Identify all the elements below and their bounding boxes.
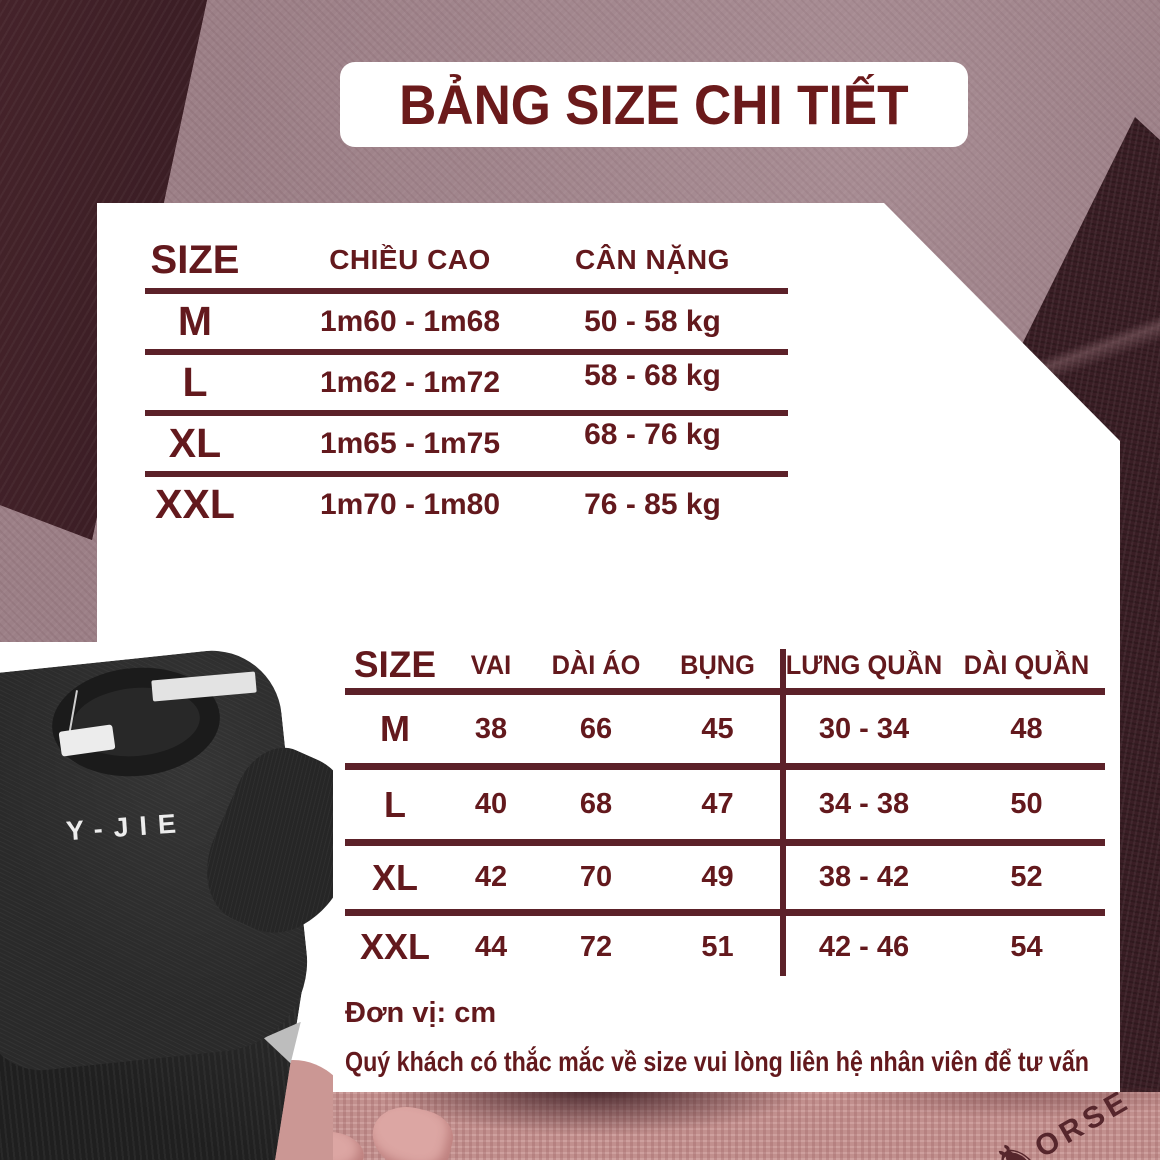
belly-cell: 45 bbox=[701, 712, 734, 745]
height-cell: 1m60 - 1m68 bbox=[319, 304, 501, 338]
header-cell-pants-length: DÀI QUẦN bbox=[963, 649, 1090, 680]
weight-cell: 68 - 76 kg bbox=[584, 417, 721, 451]
header-cell-shirt-length: DÀI ÁO bbox=[551, 649, 641, 680]
table-header-row: SIZE VAI DÀI ÁO BỤNG LƯNG QUẦN DÀI QUẦN bbox=[345, 642, 1105, 695]
shoulder-cell: 42 bbox=[474, 861, 508, 893]
header-cell-weight: CÂN NẶNG bbox=[575, 244, 730, 275]
weight-cell: 58 - 68 kg bbox=[584, 358, 721, 392]
header-cell-belly: BỤNG bbox=[680, 649, 755, 680]
title-banner: BẢNG SIZE CHI TIẾT bbox=[340, 62, 968, 147]
waist-cell: 38 - 42 bbox=[818, 861, 910, 893]
waist-cell: 30 - 34 bbox=[818, 712, 910, 745]
size-cell: XXL bbox=[155, 481, 235, 527]
table-row: XXL 1m70 - 1m80 76 - 85 kg bbox=[145, 477, 788, 532]
shirt-length-cell: 66 bbox=[579, 712, 613, 745]
pants-length-cell: 50 bbox=[1010, 788, 1043, 820]
size-cell: M bbox=[177, 298, 213, 344]
fabric-shadow bbox=[380, 1086, 810, 1134]
table-header-row: SIZE CHIỀU CAO CÂN NẶNG bbox=[145, 232, 788, 294]
shirt-length-cell: 68 bbox=[579, 788, 613, 820]
page-title: BẢNG SIZE CHI TIẾT bbox=[399, 73, 909, 136]
table-column-divider bbox=[780, 649, 786, 976]
size-cell: XL bbox=[371, 856, 418, 898]
size-cell: M bbox=[380, 708, 410, 749]
table-row: XL 42 70 49 38 - 42 52 bbox=[345, 846, 1105, 916]
unit-note: Đơn vị: cm bbox=[345, 997, 497, 1029]
size-cell: L bbox=[384, 783, 406, 825]
weight-cell: 50 - 58 kg bbox=[584, 304, 721, 338]
table-row: L 40 68 47 34 - 38 50 bbox=[345, 770, 1105, 846]
contact-note: Quý khách có thắc mắc về size vui lòng l… bbox=[345, 1046, 1089, 1077]
shoulder-cell: 44 bbox=[474, 930, 508, 963]
size-cell: L bbox=[182, 359, 208, 405]
height-cell: 1m65 - 1m75 bbox=[319, 426, 501, 460]
height-cell: 1m70 - 1m80 bbox=[319, 487, 501, 521]
header-cell-size: SIZE bbox=[150, 237, 240, 282]
pants-length-cell: 54 bbox=[1010, 930, 1043, 963]
product-photo: Y-JIE bbox=[0, 642, 333, 1160]
belly-cell: 49 bbox=[701, 861, 734, 893]
table-row: XL 1m65 - 1m75 68 - 76 kg bbox=[145, 416, 788, 477]
belly-cell: 47 bbox=[701, 788, 734, 820]
waist-cell: 42 - 46 bbox=[818, 930, 910, 963]
shoulder-cell: 40 bbox=[474, 788, 508, 820]
height-weight-table: SIZE CHIỀU CAO CÂN NẶNG M 1m60 - 1m68 50… bbox=[145, 232, 788, 532]
size-cell: XL bbox=[168, 420, 222, 466]
table-row: M 1m60 - 1m68 50 - 58 kg bbox=[145, 294, 788, 355]
pants-length-cell: 48 bbox=[1010, 712, 1043, 745]
table-row: XXL 44 72 51 42 - 46 54 bbox=[345, 916, 1105, 978]
height-cell: 1m62 - 1m72 bbox=[319, 365, 501, 399]
fabric-shadow bbox=[840, 1088, 1160, 1118]
header-cell-waist: LƯNG QUẦN bbox=[785, 649, 943, 680]
waist-cell: 34 - 38 bbox=[818, 788, 910, 820]
table-row: M 38 66 45 30 - 34 48 bbox=[345, 695, 1105, 770]
pants-length-cell: 52 bbox=[1010, 861, 1043, 893]
header-cell-height: CHIỀU CAO bbox=[329, 244, 491, 275]
shoulder-cell: 38 bbox=[474, 712, 508, 745]
measurements-table: SIZE VAI DÀI ÁO BỤNG LƯNG QUẦN DÀI QUẦN … bbox=[345, 642, 1105, 978]
header-cell-shoulder: VAI bbox=[470, 649, 512, 680]
size-cell: XXL bbox=[359, 926, 430, 967]
belly-cell: 51 bbox=[701, 930, 734, 963]
shirt-length-cell: 72 bbox=[579, 930, 613, 963]
weight-cell: 76 - 85 kg bbox=[584, 487, 721, 521]
table-row: L 1m62 - 1m72 58 - 68 kg bbox=[145, 355, 788, 416]
shirt-length-cell: 70 bbox=[579, 861, 613, 893]
header-cell-size: SIZE bbox=[353, 644, 437, 685]
